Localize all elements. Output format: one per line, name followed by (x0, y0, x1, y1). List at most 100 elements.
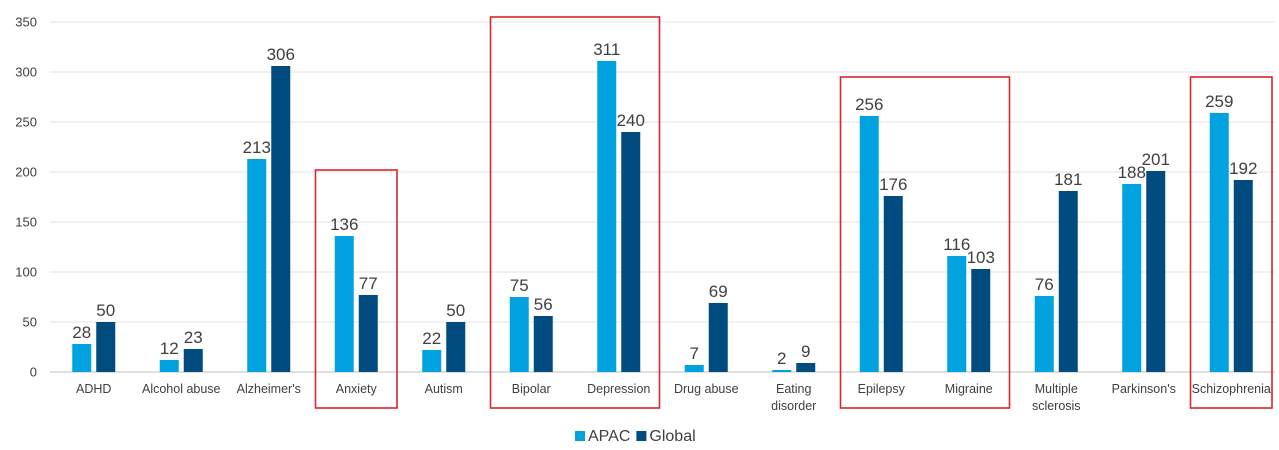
bar-global-8 (796, 363, 816, 372)
category-label-line: Alzheimer's (237, 382, 301, 396)
data-label-apac-5: 75 (510, 276, 529, 295)
data-label-global-11: 181 (1054, 170, 1082, 189)
data-label-global-9: 176 (879, 175, 907, 194)
highlight-box-1 (489, 16, 661, 409)
category-label-line: Drug abuse (674, 382, 739, 396)
category-label-12: Parkinson's (1112, 382, 1176, 396)
data-label-apac-13: 259 (1205, 92, 1233, 111)
bar-global-6 (621, 132, 641, 372)
category-label-line: Migraine (945, 382, 993, 396)
data-labels: 28 50 12 23 213 306 136 77 22 50 75 56 311 240 7 69 2 9 25… (72, 40, 1257, 368)
bar-apac-0 (72, 344, 92, 372)
data-label-apac-8: 2 (777, 349, 786, 368)
category-label-9: Epilepsy (858, 382, 906, 396)
bar-global-3 (358, 295, 378, 372)
bar-apac-4 (422, 350, 442, 372)
bar-global-2 (271, 66, 291, 372)
y-tick-label: 350 (15, 15, 37, 30)
category-label-line: Anxiety (336, 382, 378, 396)
grid-layer (50, 21, 1275, 373)
data-label-apac-9: 256 (855, 95, 883, 114)
bar-global-9 (883, 196, 903, 372)
category-label-line: Bipolar (512, 382, 551, 396)
data-label-global-0: 50 (96, 301, 115, 320)
category-labels: ADHD Alcohol abuse Alzheimer's Anxiety Autis… (76, 382, 1271, 413)
bar-apac-13 (1209, 113, 1229, 372)
data-label-apac-2: 213 (243, 138, 271, 157)
bar-global-11 (1058, 191, 1078, 372)
data-label-apac-1: 12 (160, 339, 179, 358)
data-label-apac-0: 28 (72, 323, 91, 342)
category-label-line: Parkinson's (1112, 382, 1176, 396)
data-label-apac-12: 188 (1118, 163, 1146, 182)
data-label-global-8: 9 (801, 342, 810, 361)
highlight-boxes (314, 16, 1273, 409)
category-label-line: Schizophrenia (1192, 382, 1271, 396)
y-tick-label: 200 (15, 165, 37, 180)
highlight-box-3 (1189, 76, 1273, 409)
data-label-apac-6: 311 (593, 40, 620, 59)
category-label-5: Bipolar (512, 382, 551, 396)
bar-apac-2 (247, 159, 267, 372)
data-label-global-4: 50 (446, 301, 465, 320)
category-label-line: Eating (776, 382, 811, 396)
category-label-line: ADHD (76, 382, 111, 396)
y-tick-label: 100 (15, 265, 37, 280)
bar-apac-7 (684, 365, 704, 372)
data-label-global-3: 77 (359, 274, 378, 293)
bar-global-13 (1233, 180, 1253, 372)
data-label-global-6: 240 (617, 111, 645, 130)
category-label-11: Multiple sclerosis (1032, 382, 1081, 413)
bar-global-1 (183, 349, 203, 372)
category-label-line: Multiple (1035, 382, 1078, 396)
data-label-global-10: 103 (967, 248, 995, 267)
data-label-apac-7: 7 (690, 344, 699, 363)
category-label-line: disorder (771, 399, 816, 413)
highlight-box-0 (314, 169, 398, 409)
y-tick-label: 50 (23, 315, 37, 330)
category-label-line: Epilepsy (858, 382, 906, 396)
category-label-6: Depression (587, 382, 650, 396)
data-label-apac-3: 136 (330, 215, 358, 234)
data-label-global-12: 201 (1142, 150, 1170, 169)
legend-label-apac: APAC (588, 428, 630, 445)
category-label-line: Depression (587, 382, 650, 396)
data-label-global-5: 56 (534, 295, 553, 314)
category-label-7: Drug abuse (674, 382, 739, 396)
legend-swatch-apac (575, 431, 585, 441)
category-label-10: Migraine (945, 382, 993, 396)
bar-global-4 (446, 322, 466, 372)
category-label-line: sclerosis (1032, 399, 1081, 413)
bar-apac-8 (772, 370, 792, 372)
category-label-13: Schizophrenia (1192, 382, 1271, 396)
bar-global-0 (96, 322, 116, 372)
y-tick-label: 250 (15, 115, 37, 130)
bar-apac-3 (334, 236, 354, 372)
bar-apac-10 (947, 256, 967, 372)
bar-apac-5 (509, 297, 529, 372)
data-label-apac-11: 76 (1035, 275, 1054, 294)
data-label-apac-4: 22 (422, 329, 441, 348)
highlight-box-2 (839, 76, 1011, 409)
bar-apac-9 (859, 116, 879, 372)
legend-label-global: Global (649, 428, 695, 445)
category-label-4: Autism (425, 382, 463, 396)
bar-apac-6 (597, 61, 617, 372)
category-label-line: Alcohol abuse (142, 382, 221, 396)
bar-apac-11 (1034, 296, 1054, 372)
data-label-global-7: 69 (709, 282, 728, 301)
data-label-apac-10: 116 (943, 235, 970, 254)
category-label-8: Eating disorder (771, 382, 816, 413)
bar-global-5 (533, 316, 553, 372)
category-label-0: ADHD (76, 382, 111, 396)
y-tick-label: 0 (30, 365, 37, 380)
legend-swatch-global (636, 431, 647, 441)
y-axis-ticks: 0 50 100 150 200 250 300 350 (15, 15, 37, 380)
bar-global-10 (971, 269, 991, 372)
data-label-global-1: 23 (184, 328, 203, 347)
bar-apac-1 (159, 360, 179, 372)
bar-global-12 (1146, 171, 1166, 372)
bars (72, 61, 1253, 372)
